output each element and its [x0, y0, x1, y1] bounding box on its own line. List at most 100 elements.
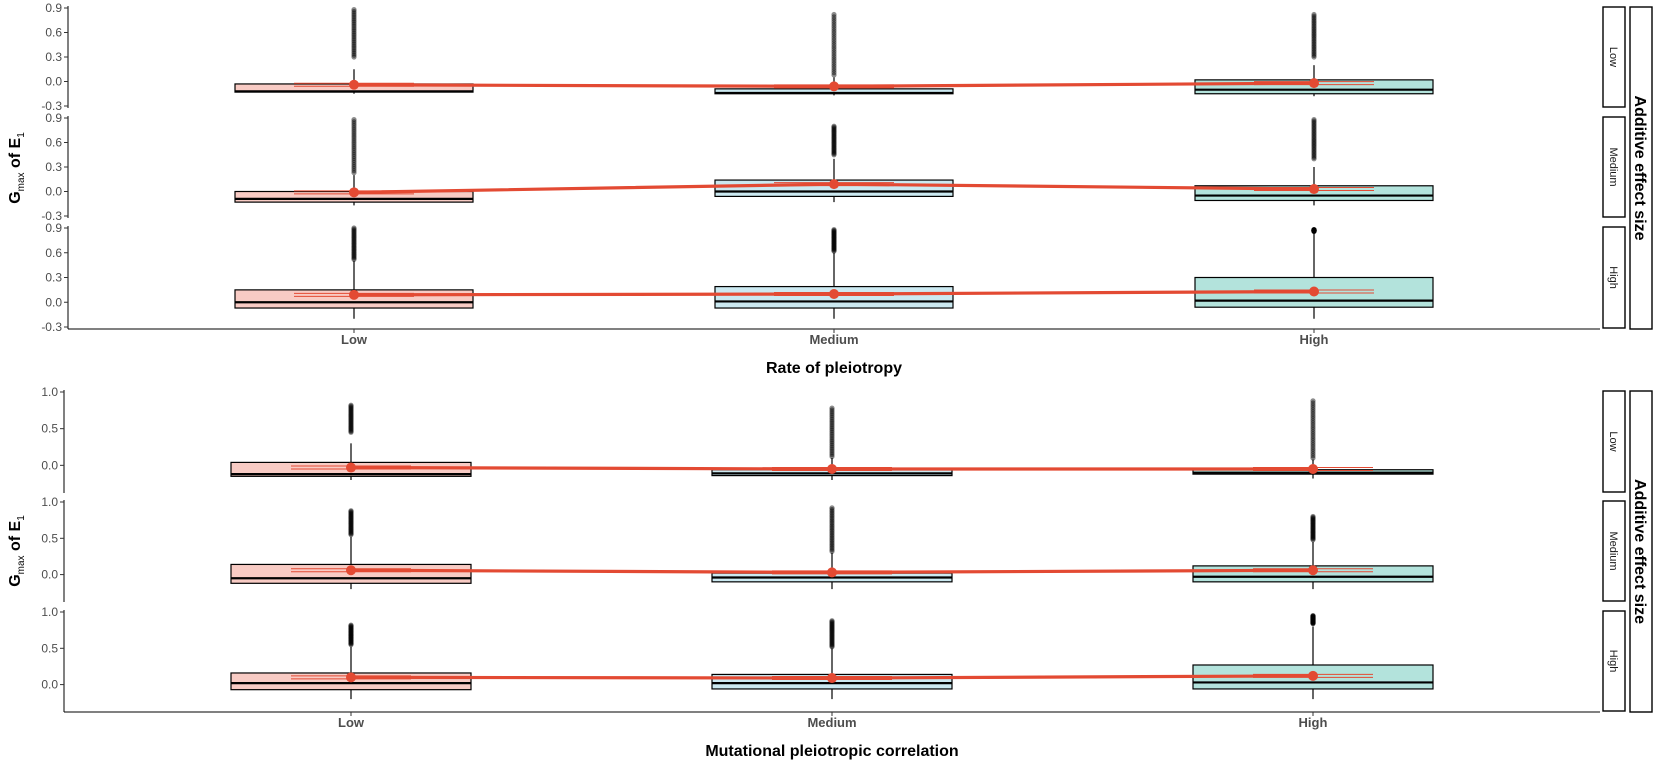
- outlier-point: [348, 630, 354, 636]
- outlier-point: [829, 635, 835, 641]
- outlier-point: [829, 537, 835, 543]
- outlier-point: [1311, 33, 1317, 39]
- outlier-point: [829, 626, 835, 632]
- panel-medium: 0.9 0.6 0.3 0.0 -0.3: [41, 111, 1434, 223]
- outlier-point: [351, 256, 357, 262]
- outlier-point: [1311, 228, 1317, 234]
- outlier-point: [831, 136, 837, 142]
- outlier-point: [1310, 451, 1316, 457]
- outlier-point: [829, 444, 835, 450]
- outlier-point: [348, 404, 354, 410]
- outlier-point: [1310, 620, 1316, 626]
- outlier-point: [831, 244, 837, 250]
- outlier-point: [348, 624, 354, 630]
- outlier-point: [1310, 523, 1316, 529]
- x-axis-title: Mutational pleiotropic correlation: [705, 743, 958, 760]
- outlier-point: [351, 226, 357, 232]
- y-tick-label: 0.0: [41, 458, 58, 472]
- strip-box: [1602, 500, 1626, 602]
- box-high: [1192, 613, 1434, 700]
- y-tick-label: -0.3: [41, 320, 62, 334]
- mean-point: [346, 672, 356, 683]
- mean-point: [1309, 184, 1319, 195]
- outlier-point: [348, 639, 354, 646]
- outlier-point: [1311, 228, 1317, 234]
- outlier-point: [1310, 402, 1316, 408]
- mean-point: [1308, 565, 1318, 576]
- outlier-point: [1311, 227, 1317, 233]
- strip-box: [1602, 610, 1626, 712]
- box-low: [230, 508, 472, 590]
- outlier-point: [348, 637, 354, 643]
- outlier-point: [829, 433, 835, 439]
- outlier-point: [1311, 154, 1317, 160]
- outlier-point: [1311, 44, 1317, 50]
- outlier-point: [1311, 227, 1317, 233]
- outlier-point: [1311, 16, 1317, 23]
- outlier-point: [1311, 41, 1317, 47]
- outlier-point: [831, 124, 837, 130]
- x-tick-label: High: [1300, 332, 1329, 347]
- outlier-point: [348, 634, 354, 640]
- outlier-point: [1310, 615, 1316, 621]
- outlier-point: [351, 232, 357, 238]
- outlier-point: [348, 409, 354, 416]
- outlier-point: [351, 159, 357, 166]
- outlier-point: [1310, 618, 1316, 625]
- outlier-point: [831, 42, 837, 48]
- outlier-point: [1310, 440, 1316, 446]
- outlier-point: [829, 526, 835, 533]
- panel-low: 1.0 0.5 0.0: [41, 385, 1434, 493]
- outlier-point: [351, 32, 357, 38]
- outlier-point: [831, 145, 837, 151]
- outlier-point: [829, 420, 835, 426]
- outlier-point: [348, 638, 354, 644]
- outlier-point: [829, 628, 835, 634]
- strip-label: High: [1607, 650, 1619, 673]
- y-axis-title: Gmax of E1: [7, 132, 27, 204]
- outlier-point: [1310, 619, 1316, 625]
- outlier-point: [831, 18, 837, 25]
- outlier-point: [831, 63, 837, 69]
- outlier-point: [1311, 52, 1317, 58]
- outlier-point: [829, 440, 835, 447]
- outlier-point: [1311, 127, 1317, 133]
- y-tick-label: 1.0: [41, 605, 58, 619]
- outlier-point: [348, 532, 354, 538]
- outlier-point: [831, 14, 837, 20]
- outlier-point: [829, 405, 835, 411]
- outlier-point: [831, 70, 837, 76]
- outlier-point: [829, 633, 835, 639]
- outlier-point: [829, 510, 835, 516]
- outlier-point: [1310, 420, 1316, 426]
- y-tick-label: 0.0: [45, 295, 62, 309]
- outlier-point: [351, 243, 357, 249]
- outlier-point: [351, 125, 357, 131]
- outlier-point: [829, 622, 835, 628]
- outlier-point: [348, 509, 354, 515]
- outlier-point: [1311, 129, 1317, 135]
- outlier-point: [831, 140, 837, 146]
- outlier-point: [829, 448, 835, 454]
- outlier-point: [831, 148, 837, 155]
- panel-high: 1.0 0.5 0.0: [41, 605, 1434, 712]
- outlier-point: [831, 232, 837, 239]
- outlier-point: [348, 421, 354, 427]
- x-axis-title: Rate of pleiotropy: [766, 360, 902, 377]
- y-tick-label: 0.3: [45, 50, 62, 64]
- panel-high: 0.9 0.6 0.3 0.0 -0.3: [41, 221, 1434, 334]
- outlier-point: [829, 424, 835, 430]
- outlier-point: [1311, 228, 1317, 234]
- outlier-point: [351, 229, 357, 235]
- outlier-point: [1310, 400, 1316, 406]
- outlier-point: [351, 244, 357, 250]
- outlier-point: [351, 151, 357, 157]
- outlier-point: [1311, 38, 1317, 44]
- outlier-point: [1311, 227, 1317, 233]
- outlier-point: [829, 506, 835, 513]
- outlier-point: [1311, 228, 1317, 234]
- outlier-point: [829, 521, 835, 528]
- outlier-point: [351, 14, 357, 20]
- outlier-point: [829, 439, 835, 445]
- strip-box: [1602, 6, 1626, 108]
